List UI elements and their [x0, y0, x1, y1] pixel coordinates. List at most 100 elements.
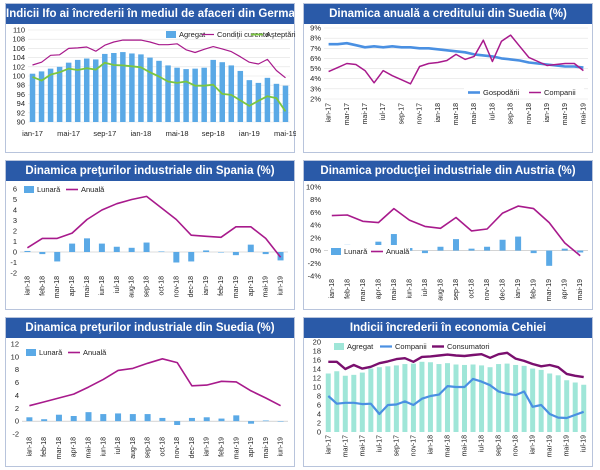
panel-header — [6, 161, 294, 181]
y-tick-label: -2% — [308, 259, 322, 268]
x-tick-label: mai-18 — [84, 276, 91, 298]
bar — [188, 252, 195, 262]
bar — [468, 248, 475, 251]
y-tick-label: 8% — [310, 195, 321, 204]
x-tick-label: ian-17 — [326, 103, 333, 123]
bar — [393, 365, 399, 432]
bar — [41, 419, 48, 422]
x-tick-label: ian-18 — [24, 276, 31, 296]
y-tick-label: 104 — [12, 53, 25, 62]
x-tick-label: iun-18 — [100, 437, 107, 457]
x-tick-label: sep-18 — [496, 435, 503, 457]
bar — [232, 252, 239, 256]
bar — [325, 373, 331, 432]
x-tick-label: mai-19 — [274, 129, 296, 138]
bar — [470, 364, 476, 432]
x-tick-label: dec-18 — [188, 276, 195, 298]
y-tick-label: 8 — [15, 365, 19, 374]
legend-label: Agregat — [179, 30, 206, 39]
x-tick-label: mai-17 — [362, 103, 369, 125]
legend-label: Condiţii curente — [217, 30, 269, 39]
line-asteptari — [32, 61, 287, 112]
bar — [368, 368, 374, 432]
line-anuala — [26, 195, 282, 258]
panel-header — [6, 318, 294, 338]
x-tick-label: feb-19 — [219, 437, 226, 457]
bar — [143, 242, 150, 252]
line-companii — [328, 34, 584, 85]
y-tick-label: 0 — [13, 248, 17, 257]
x-tick-label: sep-18 — [508, 103, 515, 125]
bar — [487, 367, 493, 432]
x-tick-label: ian-19 — [530, 435, 537, 455]
x-tick-label: oct-18 — [158, 276, 165, 296]
y-tick-label: -4% — [308, 272, 322, 281]
panel-header — [304, 318, 592, 338]
legend-label: Anuală — [386, 247, 410, 256]
bar — [499, 239, 506, 251]
bar — [74, 59, 81, 122]
x-tick-label: mai-18 — [166, 129, 189, 138]
x-tick-label: mar-18 — [360, 279, 367, 301]
bar — [453, 364, 459, 432]
bar — [70, 416, 77, 422]
x-tick-label: aug-18 — [130, 437, 137, 459]
y-tick-label: 110 — [13, 26, 25, 35]
y-tick-label: 92 — [17, 108, 25, 117]
x-tick-label: apr-18 — [69, 276, 76, 296]
y-tick-label: 5 — [13, 195, 17, 204]
y-tick-label: 8% — [310, 34, 321, 43]
y-tick-label: 4 — [317, 410, 321, 419]
x-tick-label: mar-19 — [547, 435, 554, 457]
chart-preturi-suedia: -2 0 2 4 6 8 10 12 Lunară Anuală ian-18 feb-18 mar-1… — [11, 340, 288, 459]
bar — [513, 364, 519, 432]
x-tick-label: aug-18 — [129, 276, 136, 298]
bar — [555, 375, 561, 432]
bar — [228, 65, 235, 122]
x-tick-label: oct-18 — [469, 279, 476, 299]
bar — [158, 251, 165, 252]
bar — [174, 67, 180, 122]
chart-panel-ifo-germania: Indicii Ifo ai încrederii în mediul de a… — [5, 3, 296, 153]
bar — [462, 364, 468, 432]
bar — [496, 364, 502, 432]
chart-productie-austria: -4% -2% 0% 2% 4% 6% 8% 10% Lunară Anuală ian-18 feb… — [306, 183, 588, 301]
bar — [504, 363, 510, 432]
y-tick-label: 2 — [317, 419, 321, 428]
legend-label: Anuală — [83, 348, 107, 357]
x-tick-label: dec-18 — [500, 279, 507, 301]
legend-swatch — [24, 186, 34, 193]
x-tick-label: mar-18 — [444, 435, 451, 457]
x-tick-label: mai-18 — [391, 279, 398, 301]
bar — [192, 68, 198, 122]
x-tick-label: feb-19 — [218, 276, 225, 296]
line-anuala — [29, 357, 281, 407]
y-tick-label: 90 — [17, 118, 25, 127]
bar — [419, 361, 425, 432]
y-tick-label: 6 — [15, 378, 19, 387]
bar — [547, 373, 553, 432]
bar — [93, 59, 99, 122]
y-tick-label: 106 — [12, 44, 25, 53]
y-tick-label: -2 — [12, 430, 19, 439]
bar — [120, 52, 126, 122]
legend-swatch — [334, 343, 344, 350]
x-tick-label: ian-19 — [203, 276, 210, 296]
bar — [47, 68, 54, 122]
panel-header — [304, 161, 592, 181]
chart-title: Dinamica anuală a creditului din Suedia … — [329, 8, 567, 20]
y-tick-label: 108 — [12, 35, 25, 44]
bar — [159, 417, 166, 422]
bar — [273, 83, 280, 122]
bar — [572, 382, 578, 432]
line-anuala — [331, 205, 581, 257]
bar — [561, 248, 568, 251]
x-tick-label: ian-19 — [515, 279, 522, 299]
x-tick-label: mar-19 — [233, 276, 240, 298]
y-tick-label: 6 — [13, 185, 17, 194]
bar — [128, 247, 135, 252]
x-tick-label: iul-18 — [115, 437, 122, 454]
x-tick-label: ian-17 — [22, 129, 43, 138]
x-tick-label: ian-18 — [427, 435, 434, 455]
